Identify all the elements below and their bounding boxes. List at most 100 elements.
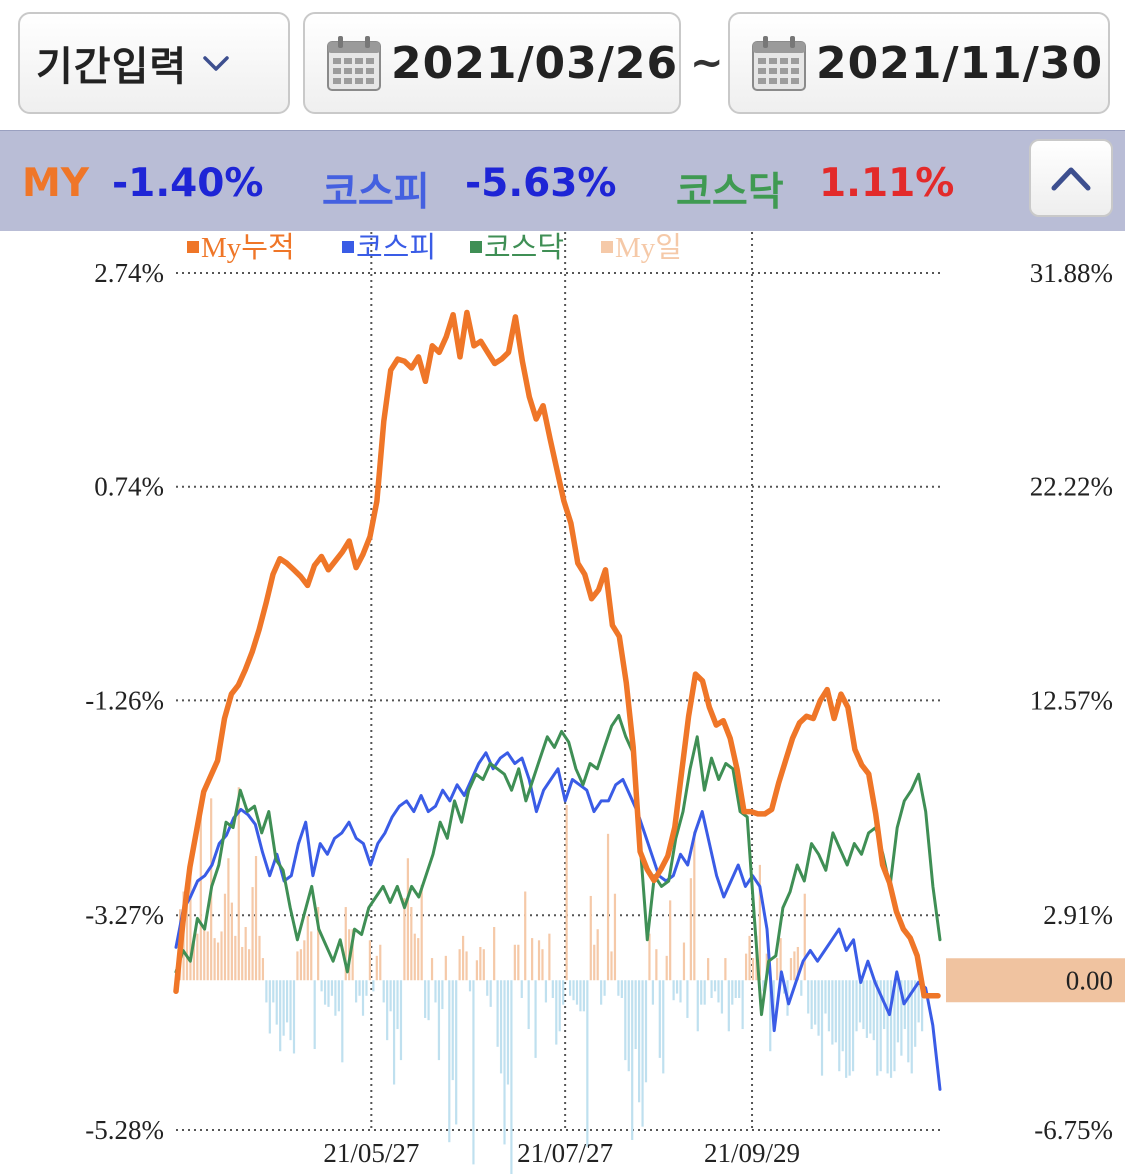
my-daily-bar xyxy=(717,980,720,1003)
my-daily-bar xyxy=(472,980,475,1165)
my-daily-bar xyxy=(199,800,202,981)
my-daily-bar xyxy=(413,933,416,981)
my-daily-bar xyxy=(537,940,541,981)
my-daily-bar xyxy=(631,980,634,1140)
my-daily-bar xyxy=(741,980,744,1030)
my-daily-bar xyxy=(579,980,582,1012)
my-daily-bar xyxy=(451,980,454,1081)
my-daily-bar xyxy=(734,980,737,999)
my-daily-bar xyxy=(323,980,327,1005)
my-daily-bar xyxy=(689,878,692,981)
my-daily-bar xyxy=(551,980,554,999)
y-left-tick: -3.27% xyxy=(85,900,164,930)
my-daily-bar xyxy=(372,980,375,992)
chart-legend: My누적 코스피 코스닥 My일 xyxy=(187,232,682,264)
my-daily-bar xyxy=(437,980,441,1061)
zero-badge-label: 0.00 xyxy=(1066,965,1113,995)
my-daily-bar xyxy=(468,980,472,992)
series-line-코스닥 xyxy=(174,713,942,1017)
my-daily-bar xyxy=(731,980,734,1005)
my-daily-bar xyxy=(268,980,271,1034)
my-daily-bar xyxy=(355,980,358,1003)
chevron-up-icon xyxy=(1051,167,1091,191)
my-daily-bar xyxy=(596,929,599,981)
my-daily-bar xyxy=(624,980,627,1061)
my-daily-bar xyxy=(634,980,637,1050)
my-daily-bar xyxy=(900,980,903,1056)
my-daily-bar xyxy=(700,980,703,1005)
my-daily-bar xyxy=(720,980,724,1014)
my-daily-bar xyxy=(655,949,658,981)
my-daily-bar xyxy=(762,980,765,992)
my-daily-bar xyxy=(914,980,917,1047)
my-daily-bar xyxy=(392,980,396,1085)
my-daily-bar xyxy=(351,929,354,981)
my-daily-bar xyxy=(638,980,641,1103)
date-range-separator: ~ xyxy=(690,40,724,86)
my-daily-bar xyxy=(593,944,596,981)
legend-swatch xyxy=(470,241,482,253)
my-daily-bar xyxy=(365,980,368,996)
my-daily-bar xyxy=(644,980,648,1083)
my-daily-bar xyxy=(810,980,813,1030)
my-daily-bar xyxy=(520,980,523,999)
my-daily-bar xyxy=(869,980,872,1034)
my-daily-bar xyxy=(606,833,610,981)
my-daily-bar xyxy=(817,980,820,1036)
my-daily-bar xyxy=(486,980,489,996)
my-daily-bar xyxy=(748,935,751,981)
period-select-button[interactable]: 기간입력 xyxy=(18,12,290,114)
my-daily-bar xyxy=(896,980,900,1043)
start-date-value: 2021/03/26 xyxy=(391,37,679,89)
my-daily-bar xyxy=(344,907,347,981)
my-daily-bar xyxy=(458,949,461,981)
my-return-label: MY xyxy=(22,161,90,206)
my-daily-bar xyxy=(872,980,875,1041)
my-daily-bar xyxy=(279,980,282,1052)
my-daily-bar xyxy=(845,980,848,1078)
my-daily-bar xyxy=(282,980,285,1036)
zero-badge: 0.00 xyxy=(946,958,1125,1003)
my-daily-bar xyxy=(582,980,585,1012)
my-daily-bar xyxy=(824,980,827,1014)
legend-label: My누적 xyxy=(201,232,295,264)
my-daily-bar xyxy=(234,935,237,981)
my-daily-bar xyxy=(921,980,924,1032)
my-daily-bar xyxy=(820,980,824,1076)
end-date-button[interactable]: 2021/11/30 xyxy=(728,12,1110,114)
my-daily-bar xyxy=(303,940,306,981)
my-daily-bar xyxy=(803,893,806,981)
kosdaq-return-value: 1.11% xyxy=(819,161,955,206)
my-daily-bar xyxy=(889,980,893,1078)
my-daily-bar xyxy=(727,980,730,1032)
my-daily-bar xyxy=(482,949,485,981)
my-daily-bar xyxy=(586,980,589,1147)
end-date-value: 2021/11/30 xyxy=(816,37,1104,89)
my-daily-bar xyxy=(558,980,561,1032)
my-daily-bar xyxy=(510,980,513,1174)
my-daily-bar xyxy=(396,980,399,1030)
my-daily-bar xyxy=(310,931,313,981)
my-daily-bar xyxy=(800,980,803,996)
return-chart: 2.74% 31.88% 0.74% 22.22% -1.26% 12.57% -3.27%… xyxy=(85,232,1125,1174)
collapse-button[interactable] xyxy=(1029,139,1113,217)
my-daily-bar xyxy=(444,955,447,981)
my-daily-bar xyxy=(503,980,506,1145)
my-daily-bar xyxy=(876,980,879,1076)
my-daily-bar xyxy=(886,980,889,1074)
my-daily-bar xyxy=(237,787,240,981)
my-daily-bar xyxy=(527,980,530,1030)
my-daily-bar xyxy=(192,938,196,981)
my-daily-bars xyxy=(179,787,924,1174)
my-daily-bar xyxy=(565,804,568,981)
my-daily-bar xyxy=(541,949,544,981)
my-daily-bar xyxy=(410,907,413,981)
start-date-button[interactable]: 2021/03/26 xyxy=(303,12,681,114)
my-daily-bar xyxy=(493,927,496,981)
x-tick: 21/09/29 xyxy=(704,1138,800,1168)
my-daily-bar xyxy=(368,940,372,981)
x-tick: 21/05/27 xyxy=(323,1138,419,1168)
y-left-tick: 0.74% xyxy=(94,472,164,502)
my-daily-bar xyxy=(662,980,665,1074)
my-daily-bar xyxy=(555,980,558,1045)
